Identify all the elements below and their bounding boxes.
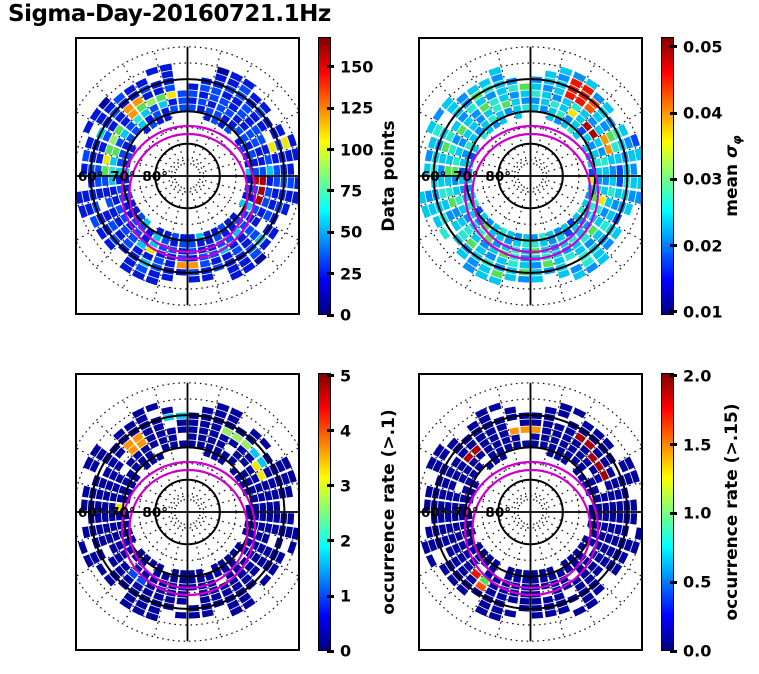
colorbar-tick (670, 511, 677, 515)
solid-grid (418, 46, 643, 306)
colorbar-tick-label: 50 (340, 222, 363, 242)
colorbar-tick (327, 65, 334, 69)
lat-label: 60° (78, 169, 104, 185)
sigma-symbol: σ (722, 144, 742, 158)
polar-plot-bottom-left: 60° 70° 80° (75, 373, 300, 651)
colorbar-tick (670, 244, 677, 247)
auroral-oval (463, 460, 600, 597)
colorbar-occurrence-rate-0.1: 0 1 2 3 4 5 occurrence rate (>.1) (318, 366, 438, 661)
heatmap-ring (421, 402, 643, 622)
lat-label: 60° (421, 505, 447, 521)
lat-label: 80° (485, 505, 511, 521)
colorbar-tick (670, 310, 677, 314)
colorbar-tick (327, 230, 334, 234)
colorbar-tick-label: 0.05 (683, 37, 723, 57)
heatmap-ring (78, 402, 300, 622)
colorbar-tick (327, 106, 334, 110)
colorbar-tick (670, 443, 677, 447)
colorbar-tick-label: 1.5 (683, 435, 712, 455)
colorbar-tick (670, 111, 677, 115)
colorbar-tick (327, 484, 334, 488)
polar-plot-top-right: 60° 70° 80° (418, 37, 643, 315)
colorbar-tick-label: 0 (340, 641, 352, 661)
colorbar-tick (327, 649, 334, 653)
colorbar-tick (327, 539, 334, 543)
heatmap-ring (75, 63, 300, 286)
polar-panel-mean-sigma: 60° 70° 80° (418, 37, 643, 315)
colorbar-tick-label: 0.03 (683, 169, 723, 189)
colorbar-tick-label: 0.04 (683, 103, 723, 123)
colorbar-tick-label: 1.0 (683, 503, 712, 523)
colorbar-tick-label: 25 (340, 264, 363, 284)
colorbar-data-points: 0 25 50 75 100 125 150 Data points (318, 37, 438, 325)
colorbar-tick (327, 429, 334, 433)
solid-grid (75, 382, 300, 642)
colorbar-axis-label: Data points (379, 120, 399, 232)
colorbar-tick (670, 45, 677, 49)
colorbar-tick-label: 4 (340, 421, 352, 441)
colorbar-tick (327, 594, 334, 598)
lat-label: 70° (453, 169, 479, 185)
colorbar-gradient (661, 37, 674, 315)
polar-panel-occurrence-rate-0.1: 60° 70° 80° (75, 373, 300, 651)
colorbar-tick-label: 3 (340, 476, 352, 496)
colorbar-tick (670, 177, 677, 181)
colorbar-tick (670, 374, 677, 378)
lat-label: 70° (110, 169, 136, 185)
lat-label: 60° (421, 169, 447, 185)
colorbar-tick-label: 100 (340, 140, 374, 159)
colorbar-tick-label: 2 (340, 531, 352, 551)
figure-title: Sigma-Day-20160721.1Hz (8, 1, 331, 27)
colorbar-axis-label: occurrence rate (>.15) (722, 403, 742, 621)
colorbar-tick-label: 75 (340, 181, 363, 201)
polar-plot-bottom-right: 60° 70° 80° (418, 373, 643, 651)
lat-label: 70° (453, 505, 479, 521)
colorbar-tick-label: 0.5 (683, 572, 712, 592)
colorbar-tick-label: 2.0 (683, 366, 712, 386)
colorbar-tick (327, 374, 334, 378)
lat-label: 80° (142, 169, 168, 185)
polar-panel-occurrence-rate-0.15: 60° 70° 80° (418, 373, 643, 651)
colorbar-occurrence-rate-0.15: 0.0 0.5 1.0 1.5 2.0 occurrence rate (>.15) (661, 366, 759, 661)
auroral-oval (463, 124, 600, 261)
colorbar-axis-label: mean σφ (722, 135, 744, 217)
lat-label: 70° (110, 505, 136, 521)
colorbar-mean-sigma: 0.01 0.02 0.03 0.04 0.05 mean σφ (661, 37, 759, 321)
colorbar-tick-label: 5 (340, 366, 352, 386)
colorbar-tick (327, 148, 334, 151)
colorbar-gradient (318, 373, 331, 651)
polar-panel-data-points: 60° 70° 80° (75, 37, 300, 315)
colorbar-tick-label: 0 (340, 305, 352, 325)
colorbar-tick (670, 649, 677, 653)
colorbar-axis-label: occurrence rate (>.1) (379, 409, 399, 615)
colorbar-tick (327, 313, 334, 317)
colorbar-tick (670, 580, 677, 584)
phi-subscript: φ (730, 135, 744, 145)
colorbar-tick-label: 1 (340, 586, 352, 606)
colorbar-tick-label: 0.0 (683, 641, 712, 661)
solid-grid (418, 382, 643, 642)
lat-label: 80° (485, 169, 511, 185)
colorbar-tick-label: 0.01 (683, 302, 723, 322)
colorbar-tick (327, 272, 334, 276)
solid-grid (75, 46, 300, 306)
colorbar-tick-label: 150 (340, 57, 374, 77)
auroral-oval (120, 460, 257, 597)
colorbar-tick-label: 0.02 (683, 236, 723, 255)
auroral-oval (120, 124, 257, 261)
polar-plot-top-left: 60° 70° 80° (75, 37, 300, 315)
colorbar-tick-label: 125 (340, 98, 374, 118)
lat-label: 60° (78, 505, 104, 521)
colorbar-gradient (318, 37, 331, 315)
lat-label: 80° (142, 505, 168, 521)
colorbar-tick (327, 189, 334, 193)
